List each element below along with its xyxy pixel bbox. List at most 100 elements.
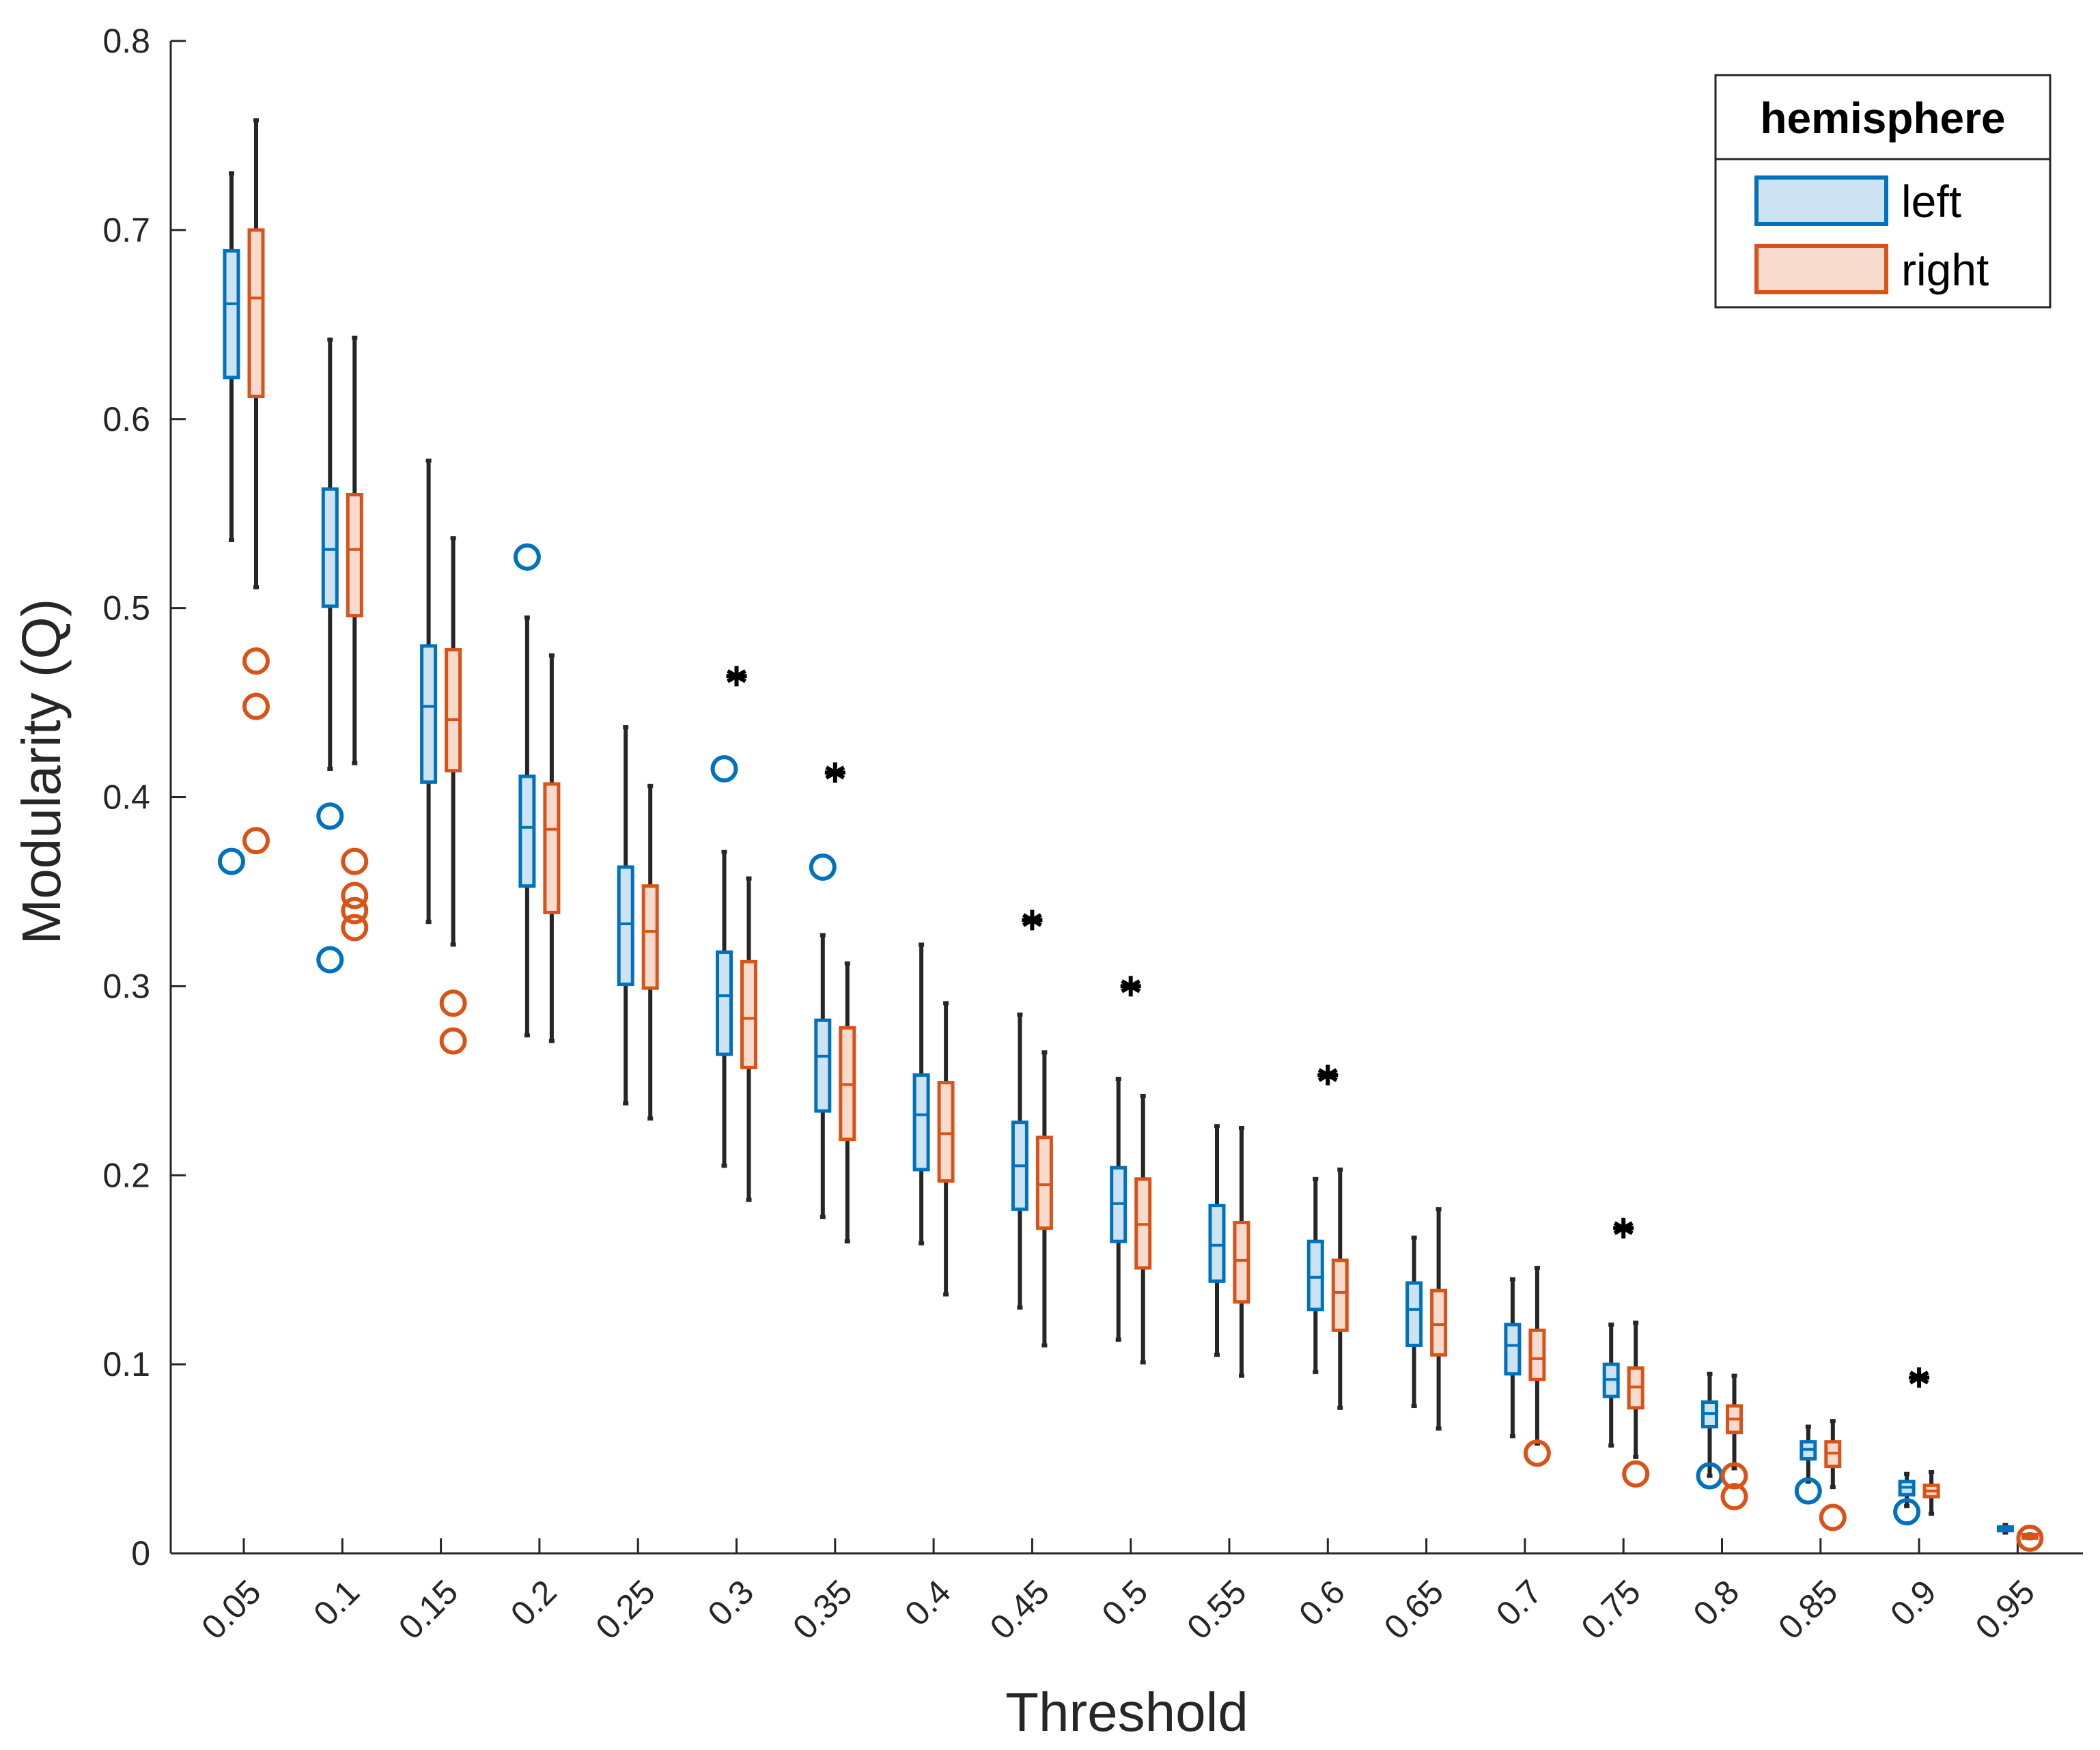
box-body (912, 1073, 930, 1172)
box-body (716, 950, 733, 1056)
outlier-point (1720, 1462, 1748, 1490)
outlier-point (1720, 1482, 1748, 1510)
y-axis-title: Modularity (Q) (11, 599, 72, 945)
legend-swatch-right (1754, 244, 1888, 294)
box-body (543, 782, 561, 914)
box-left-0.2 (513, 543, 541, 1038)
box-right-0.5 (1134, 1093, 1152, 1365)
box-right-0.8 (1720, 1373, 1748, 1510)
box-left-0.65 (1405, 1235, 1423, 1409)
box-left-0.8 (1696, 1371, 1724, 1490)
y-tick-label: 0 (131, 1534, 150, 1572)
box-right-0.1 (341, 335, 369, 942)
box-body (740, 959, 757, 1069)
significance-markers (726, 666, 1930, 1388)
box-left-0.95 (1996, 1523, 2014, 1535)
outlier-point (710, 754, 738, 782)
outlier-point (513, 543, 541, 571)
outlier-point (316, 946, 344, 974)
y-tick-label: 0.3 (102, 967, 150, 1005)
box-body (1528, 1328, 1546, 1381)
outlier-point (2016, 1524, 2044, 1552)
outlier-point (242, 827, 270, 855)
box-right-0.6 (1331, 1167, 1349, 1410)
outlier-point (341, 914, 369, 942)
box-left-0.7 (1504, 1277, 1522, 1439)
box-body (247, 228, 265, 399)
box-left-0.15 (420, 458, 438, 925)
box-right-0.4 (937, 1001, 955, 1297)
outlier-point (1794, 1477, 1822, 1505)
box-body (420, 644, 438, 784)
box-body (346, 493, 363, 618)
box-left-0.9 (1893, 1471, 1921, 1526)
box-left-0.25 (617, 725, 634, 1106)
outlier-point (316, 802, 344, 830)
box-body (1035, 1135, 1053, 1230)
box-body (1405, 1281, 1423, 1347)
significance-marker (1909, 1367, 1930, 1388)
significance-marker (824, 762, 845, 783)
box-left-0.35 (809, 853, 837, 1219)
box-right-0.35 (839, 961, 856, 1244)
box-right-0.65 (1430, 1207, 1448, 1431)
box-left-0.45 (1011, 1012, 1028, 1310)
box-body (617, 865, 634, 987)
y-tick-label: 0.6 (102, 400, 150, 438)
legend-label-left: left (1901, 176, 1961, 227)
x-axis-title: Threshold (1005, 1682, 1248, 1742)
box-left-0.4 (912, 942, 930, 1245)
box-right-0.05 (242, 118, 270, 855)
y-tick-label: 0.2 (102, 1156, 150, 1194)
box-body (518, 774, 536, 888)
outlier-point (218, 847, 245, 875)
series-right (242, 118, 2044, 1552)
box-body (814, 1018, 832, 1113)
plot-area (218, 118, 2044, 1552)
box-right-0.45 (1035, 1050, 1053, 1348)
box-right-0.85 (1819, 1419, 1847, 1532)
outlier-point (809, 853, 837, 881)
outlier-point (1622, 1460, 1650, 1488)
y-tick-label: 0.8 (102, 22, 150, 60)
box-left-0.1 (316, 337, 344, 974)
box-left-0.05 (218, 171, 245, 875)
outlier-point (1819, 1504, 1847, 1532)
box-body (1233, 1220, 1250, 1304)
box-left-0.3 (710, 754, 738, 1168)
significance-marker (1022, 909, 1043, 931)
box-body (641, 884, 659, 990)
legend: hemisphere left right (1714, 74, 2052, 309)
box-left-0.85 (1794, 1424, 1822, 1505)
outlier-point (1523, 1439, 1551, 1467)
box-right-0.25 (641, 783, 659, 1121)
significance-marker (1613, 1217, 1634, 1239)
box-body (1430, 1288, 1448, 1357)
outlier-point (341, 881, 369, 909)
outlier-point (1893, 1498, 1921, 1526)
box-right-0.9 (1922, 1469, 1940, 1516)
y-tick-label: 0.4 (102, 778, 150, 817)
significance-marker (726, 666, 747, 687)
outlier-point (341, 897, 369, 925)
series-left (218, 171, 2014, 1535)
box-body (1331, 1258, 1349, 1332)
box-right-0.95 (2016, 1524, 2044, 1552)
box-right-0.75 (1622, 1321, 1650, 1488)
box-right-0.2 (543, 653, 561, 1043)
outlier-point (341, 847, 369, 875)
outlier-point (439, 989, 467, 1017)
box-left-0.55 (1208, 1124, 1226, 1357)
box-body (1208, 1204, 1226, 1283)
significance-marker (1120, 976, 1141, 997)
legend-swatch-left (1754, 175, 1888, 226)
box-left-0.6 (1306, 1176, 1324, 1374)
legend-title: hemisphere (1760, 94, 2005, 143)
box-body (937, 1081, 955, 1183)
box-right-0.55 (1233, 1126, 1250, 1378)
box-body (1504, 1323, 1522, 1376)
significance-marker (1317, 1064, 1339, 1086)
box-right-0.15 (439, 536, 467, 1055)
box-right-0.3 (740, 876, 757, 1202)
